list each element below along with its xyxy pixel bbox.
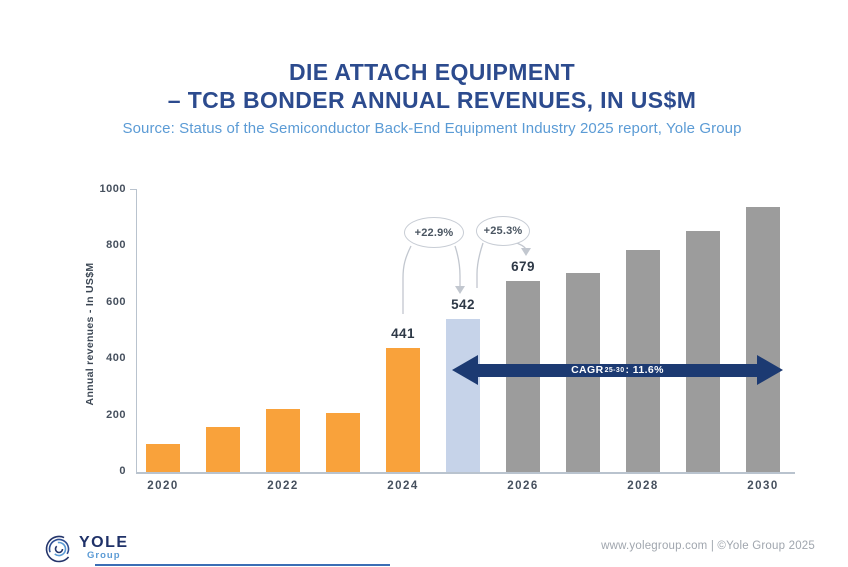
y-tick-label: 800 (106, 239, 126, 252)
x-tick-label-2022: 2022 (267, 480, 299, 492)
y-axis-top-tick (130, 189, 136, 190)
connector-line-from-2025 (476, 242, 484, 288)
bar-2024 (386, 348, 420, 472)
cagr-prefix: CAGR (571, 364, 604, 376)
growth-bubble-2025-2026: +25.3% (476, 216, 530, 246)
bar-2026 (506, 281, 540, 472)
chart-title-line1: DIE ATTACH EQUIPMENT (288, 59, 576, 85)
yole-logo-icon (45, 535, 73, 563)
x-tick-label-2030: 2030 (747, 480, 779, 492)
cagr-label: CAGR 25-30: 11.6% (452, 355, 783, 385)
y-tick-label: 200 (106, 408, 126, 421)
bar-value-2026: 679 (511, 259, 535, 274)
cagr-subscript: 25-30 (604, 366, 625, 374)
growth-bubble-2024-2025: +22.9% (404, 217, 464, 248)
bar-value-2025: 542 (451, 297, 475, 312)
bar-2030 (746, 207, 780, 472)
chart-title-line2: – TCB BONDER ANNUAL REVENUES, IN US$M (167, 87, 697, 113)
bar-value-2024: 441 (391, 326, 415, 341)
x-axis-line (136, 472, 795, 474)
source-caption: Source: Status of the Semiconductor Back… (122, 120, 742, 137)
bar-2021 (206, 427, 240, 472)
logo-wordmark: YOLE (79, 534, 129, 551)
logo-subtext: Group (87, 550, 121, 561)
cagr-value: : 11.6% (625, 364, 664, 376)
bar-2020 (146, 444, 180, 472)
arrowhead-2025-icon (455, 286, 465, 294)
x-tick-label-2020: 2020 (147, 480, 179, 492)
connector-line-from-2024 (402, 245, 412, 314)
cagr-arrowhead-right-icon (757, 355, 783, 385)
y-tick-label: 600 (106, 295, 126, 308)
x-tick-label-2026: 2026 (507, 480, 539, 492)
bar-2029 (686, 231, 720, 472)
bar-2025 (446, 319, 480, 472)
yole-logo: YOLE Group (44, 534, 129, 564)
header: DIE ATTACH EQUIPMENT – TCB BONDER ANNUAL… (32, 58, 832, 137)
connector-arrow-to-2025 (454, 245, 461, 286)
x-tick-label-2024: 2024 (387, 480, 419, 492)
cagr-arrow: CAGR 25-30: 11.6% (452, 355, 783, 385)
y-tick-label: 400 (106, 352, 126, 365)
cagr-arrowhead-left-icon (452, 355, 478, 385)
x-tick-label-2028: 2028 (627, 480, 659, 492)
chart-title: DIE ATTACH EQUIPMENT – TCB BONDER ANNUAL… (32, 58, 832, 114)
bar-2022 (266, 409, 300, 472)
bar-2028 (626, 250, 660, 472)
y-tick-label: 1000 (99, 183, 126, 195)
bar-2023 (326, 413, 360, 472)
y-axis-line (136, 189, 137, 472)
arrowhead-2026-icon (521, 248, 531, 256)
footer-accent-line (95, 564, 390, 566)
cagr-arrow-shaft (478, 363, 757, 377)
footer-credit: www.yolegroup.com | ©Yole Group 2025 (601, 540, 815, 552)
y-tick-label: 0 (119, 465, 126, 477)
logo-text: YOLE Group (79, 534, 129, 561)
